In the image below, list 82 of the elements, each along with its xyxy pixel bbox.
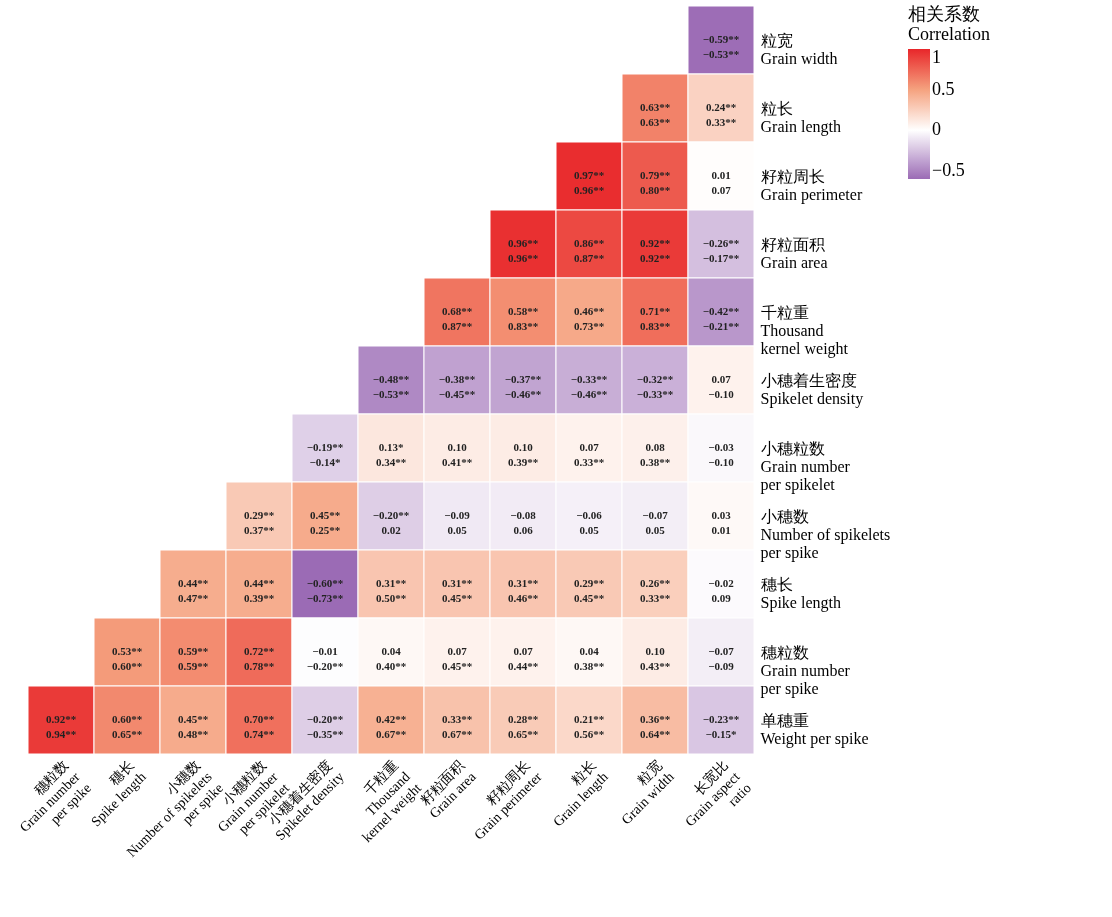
data-label: 0.03 0.01 xyxy=(711,509,732,536)
data-label: −0.07 0.05 xyxy=(642,509,669,536)
data-label: 0.44** 0.47** xyxy=(177,577,209,604)
data-label: 0.45** 0.48** xyxy=(177,713,209,740)
y-tick-label: 单穗重 Weight per spike xyxy=(760,711,869,748)
color-bar-label: 0.5 xyxy=(932,78,955,99)
y-tick-label: 粒宽 Grain width xyxy=(760,31,838,67)
data-label: 0.70** 0.74** xyxy=(243,713,275,740)
data-label: −0.26** −0.17** xyxy=(702,237,740,264)
data-label: 0.07 0.44** xyxy=(507,645,539,672)
data-label: 0.31** 0.46** xyxy=(507,577,539,604)
data-label: 0.13* 0.34** xyxy=(375,441,407,468)
data-label: 0.45** 0.25** xyxy=(309,509,341,536)
color-bar-label: 1 xyxy=(932,47,941,67)
data-label: 0.10 0.39** xyxy=(507,441,539,468)
y-tick-label: 穗长 Spike length xyxy=(760,575,841,612)
data-label: 0.29** 0.37** xyxy=(243,509,275,536)
data-label: 0.31** 0.50** xyxy=(375,577,407,604)
y-tick-label: 小穗着生密度 Spikelet density xyxy=(760,371,864,408)
data-label: 0.72** 0.78** xyxy=(243,645,275,672)
data-label: −0.59** −0.53** xyxy=(702,33,740,60)
data-label: 0.42** 0.67** xyxy=(375,713,407,740)
data-label: 0.29** 0.45** xyxy=(573,577,605,604)
data-label: 0.59** 0.59** xyxy=(177,645,209,672)
data-label: 0.07 0.33** xyxy=(573,441,605,468)
data-label: −0.60** −0.73** xyxy=(306,577,344,604)
y-tick-label: 穗粒数 Grain number per spike xyxy=(760,643,851,698)
data-label: 0.63** 0.63** xyxy=(639,101,671,128)
data-label: 0.04 0.40** xyxy=(375,645,407,672)
color-bar-label: 0 xyxy=(932,119,941,140)
data-label: −0.23** −0.15* xyxy=(702,713,740,740)
data-label: −0.42** −0.21** xyxy=(702,305,740,332)
data-label: 0.04 0.38** xyxy=(573,645,605,672)
data-label: −0.01 −0.20** xyxy=(306,645,344,672)
data-label: −0.38** −0.45** xyxy=(438,373,476,400)
data-label: 0.10 0.43** xyxy=(639,645,671,672)
legend-title: 相关系数 Correlation xyxy=(908,4,990,44)
y-tick-label: 籽粒周长 Grain perimeter xyxy=(760,167,863,204)
data-label: 0.46** 0.73** xyxy=(573,305,605,332)
data-label: 0.60** 0.65** xyxy=(111,713,143,740)
data-label: 0.01 0.07 xyxy=(711,169,732,196)
y-tick-label: 粒长 Grain length xyxy=(760,99,841,136)
y-tick-label: 小穗粒数 Grain number per spikelet xyxy=(760,439,851,494)
data-label: 0.36** 0.64** xyxy=(639,713,671,740)
data-label: 0.79** 0.80** xyxy=(639,169,671,196)
data-label: −0.06 0.05 xyxy=(576,509,603,536)
data-label: −0.03 −0.10 xyxy=(708,441,735,468)
data-label: 0.21** 0.56** xyxy=(573,713,605,740)
data-label: 0.08 0.38** xyxy=(639,441,671,468)
data-label: 0.53** 0.60** xyxy=(111,645,143,672)
data-label: 0.86** 0.87** xyxy=(573,237,605,264)
data-label: 0.97** 0.96** xyxy=(573,169,605,196)
data-label: −0.33** −0.46** xyxy=(570,373,608,400)
y-tick-label: 千粒重 Thousand kernel weight xyxy=(760,303,849,358)
data-label: 0.92** 0.94** xyxy=(45,713,77,740)
data-label: −0.07 −0.09 xyxy=(708,645,735,672)
data-label: −0.32** −0.33** xyxy=(636,373,674,400)
data-label: −0.20** 0.02 xyxy=(372,509,410,536)
data-label: 0.96** 0.96** xyxy=(507,237,539,264)
data-label: 0.26** 0.33** xyxy=(639,577,671,604)
data-label: −0.19** −0.14* xyxy=(306,441,344,468)
data-label: 0.24** 0.33** xyxy=(705,101,737,128)
color-bar-label: −0.5 xyxy=(932,159,965,180)
data-label: −0.37** −0.46** xyxy=(504,373,542,400)
data-label: 0.33** 0.67** xyxy=(441,713,473,740)
data-label: 0.68** 0.87** xyxy=(441,305,473,332)
data-label: 0.07 −0.10 xyxy=(708,373,735,400)
data-label: 0.07 0.45** xyxy=(441,645,473,672)
data-label: 0.10 0.41** xyxy=(441,441,473,468)
data-label: −0.02 0.09 xyxy=(708,577,735,604)
data-label: −0.48** −0.53** xyxy=(372,373,410,400)
data-label: 0.58** 0.83** xyxy=(507,305,539,332)
data-label: −0.08 0.06 xyxy=(510,509,537,536)
y-tick-label: 籽粒面积 Grain area xyxy=(760,235,828,271)
data-label: 0.92** 0.92** xyxy=(639,237,671,264)
data-label: 0.44** 0.39** xyxy=(243,577,275,604)
data-label: 0.31** 0.45** xyxy=(441,577,473,604)
data-label: −0.20** −0.35** xyxy=(306,713,344,740)
data-label: 0.71** 0.83** xyxy=(639,305,671,332)
data-label: 0.28** 0.65** xyxy=(507,713,539,740)
y-tick-label: 小穗数 Number of spikelets per spike xyxy=(760,507,891,562)
data-label: −0.09 0.05 xyxy=(444,509,471,536)
